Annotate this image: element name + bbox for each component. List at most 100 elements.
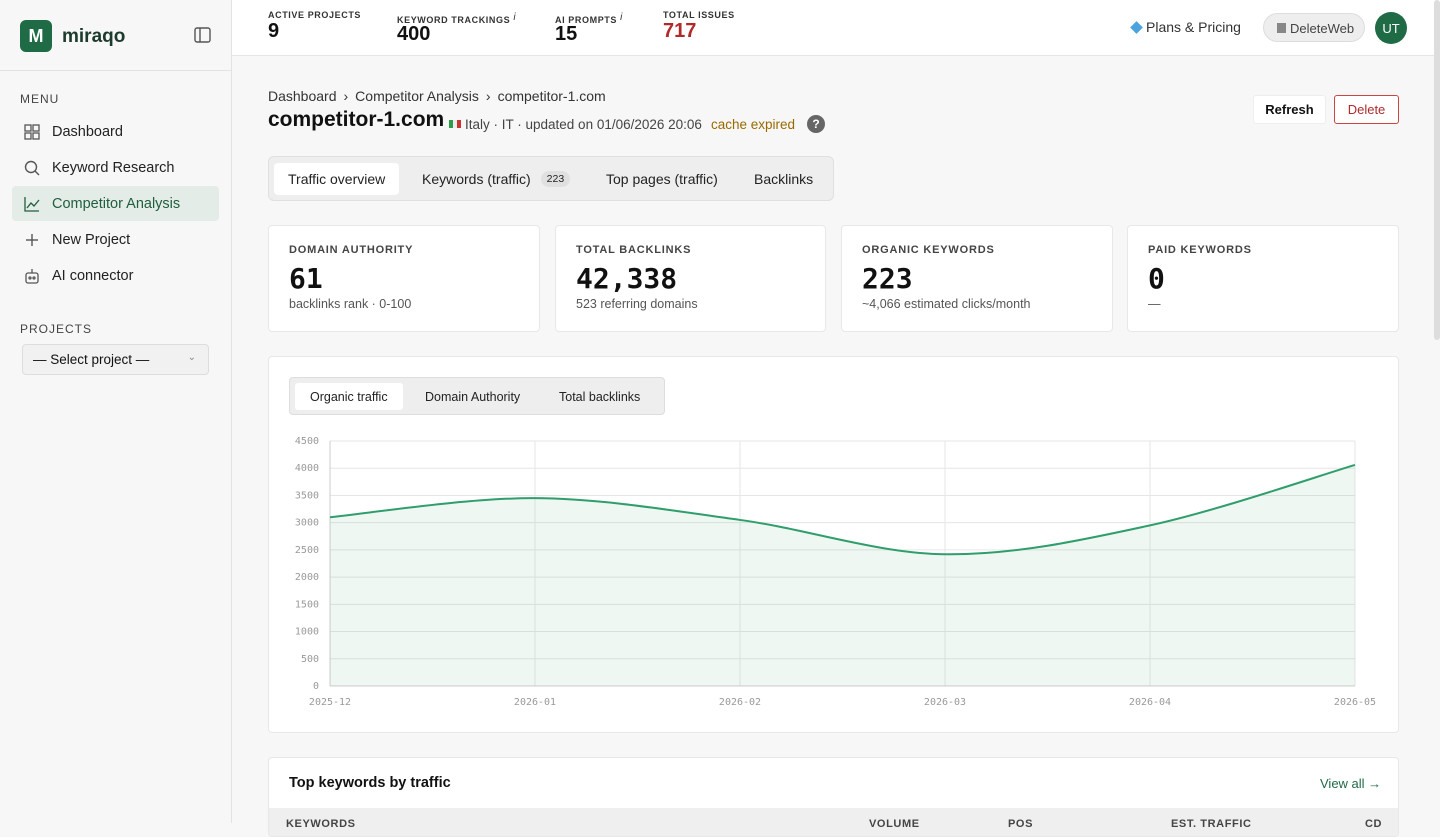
x-tick-label: 2026-03 <box>924 697 966 708</box>
stat-label: ACTIVE PROJECTS <box>268 10 362 20</box>
tab-active[interactable]: Traffic overview <box>274 163 400 195</box>
sidebar: M miraqo MENU Dashboard Keyword Research… <box>0 0 232 823</box>
line <box>329 463 1356 556</box>
tab-bar: Traffic overview Keywords (traffic) 223 T… <box>268 156 834 201</box>
crumb[interactable]: Competitor Analysis <box>355 88 479 104</box>
building-icon <box>1277 23 1286 33</box>
metric-card: DOMAIN AUTHORITY 61 backlinks rank · 0-100 <box>268 225 540 332</box>
y-tick-label: 500 <box>301 654 319 665</box>
tab[interactable]: Top pages (traffic) <box>606 171 718 187</box>
keywords-title: Top keywords by traffic <box>289 775 451 791</box>
collapse-button[interactable] <box>194 27 211 43</box>
stat-hint[interactable]: i <box>513 12 517 23</box>
logo-icon: M <box>20 20 52 52</box>
column-header: CD <box>1365 818 1383 830</box>
crumb[interactable]: Dashboard <box>268 88 337 104</box>
avatar[interactable]: UT <box>1375 12 1407 44</box>
card-value: 42,338 <box>576 262 678 295</box>
scrollbar <box>1434 0 1440 340</box>
area-fill <box>330 464 1355 686</box>
y-tick-label: 1500 <box>295 599 319 610</box>
menu-item[interactable]: New Project <box>12 222 219 257</box>
meta-text: Italy · IT · updated on 01/06/2026 20:06 <box>465 116 702 132</box>
menu-item-active[interactable]: Competitor Analysis <box>12 186 219 221</box>
plans-link[interactable]: Plans & Pricing <box>1130 19 1241 35</box>
chart-tab[interactable]: Domain Authority <box>425 389 521 404</box>
select-arrow: ⌄ <box>187 352 196 363</box>
card-label: PAID KEYWORDS <box>1148 244 1252 256</box>
menu-label: Competitor Analysis <box>52 195 181 212</box>
topbar: ACTIVE PROJECTS 9 KEYWORD TRACKINGS i 400 … <box>232 0 1440 56</box>
delete-button[interactable]: Delete <box>1334 95 1399 124</box>
menu-label: AI connector <box>52 267 134 284</box>
crumb-separator: › <box>485 88 491 104</box>
stat-value: 15 <box>555 23 578 45</box>
help-icon[interactable]: ? <box>807 115 825 133</box>
tab[interactable]: Backlinks <box>754 171 814 187</box>
metric-card: PAID KEYWORDS 0 — <box>1127 225 1399 332</box>
card-label: ORGANIC KEYWORDS <box>862 244 995 256</box>
chart-tab[interactable]: Total backlinks <box>559 389 641 404</box>
metric-card: TOTAL BACKLINKS 42,338 523 referring domai… <box>555 225 826 332</box>
page-meta: Italy · IT · updated on 01/06/2026 20:06… <box>449 115 825 133</box>
refresh-button[interactable]: Refresh <box>1253 95 1326 124</box>
column-header: VOLUME <box>869 818 920 830</box>
plans-label: Plans & Pricing <box>1146 19 1241 35</box>
stat-value: 400 <box>397 23 431 45</box>
keywords-card: Top keywords by traffic View all → KEYWO… <box>268 757 1399 837</box>
stat-label: TOTAL ISSUES <box>663 10 735 20</box>
card-note: ~4,066 estimated clicks/month <box>862 297 1031 311</box>
breadcrumb: Dashboard › Competitor Analysis › competitor… <box>268 88 606 104</box>
x-tick-label: 2025-12 <box>309 697 351 708</box>
column-header: EST. TRAFFIC <box>1171 818 1252 830</box>
workspace-button[interactable]: DeleteWeb <box>1263 13 1365 42</box>
menu-label: New Project <box>52 231 131 248</box>
metric-card: ORGANIC KEYWORDS 223 ~4,066 estimated clic… <box>841 225 1113 332</box>
stat: AI PROMPTS i 15 <box>555 10 623 46</box>
x-tick-label: 2026-04 <box>1129 697 1171 708</box>
flag-icon <box>449 120 461 128</box>
menu-label: Dashboard <box>52 123 123 140</box>
projects-title: PROJECTS <box>20 322 93 336</box>
crumb-separator: › <box>343 88 349 104</box>
y-tick-label: 0 <box>313 681 319 692</box>
stat-hint[interactable]: i <box>620 12 623 23</box>
card-note: backlinks rank · 0-100 <box>289 297 412 311</box>
tab-badge: 223 <box>540 171 571 187</box>
menu-item[interactable]: AI connector <box>12 258 219 293</box>
card-label: TOTAL BACKLINKS <box>576 244 692 256</box>
menu-item[interactable]: Keyword Research <box>12 150 219 185</box>
column-header: POS <box>1008 818 1034 830</box>
crumb: competitor-1.com <box>497 88 606 104</box>
y-tick-label: 3000 <box>295 518 319 529</box>
column-header: KEYWORDS <box>286 818 356 830</box>
x-tick-label: 2026-01 <box>514 697 556 708</box>
card-value: 223 <box>862 262 913 295</box>
stat-label: AI PROMPTS <box>555 15 618 25</box>
stat: TOTAL ISSUES 717 <box>663 10 735 43</box>
y-tick-label: 4500 <box>295 436 319 447</box>
stat-label: KEYWORD TRACKINGS <box>397 15 511 25</box>
logo: miraqo <box>62 26 126 47</box>
workspace-label: DeleteWeb <box>1290 21 1355 36</box>
x-tick-label: 2026-02 <box>719 697 761 708</box>
card-note: 523 referring domains <box>576 297 698 311</box>
stat: KEYWORD TRACKINGS i 400 <box>397 10 516 46</box>
select-label: — Select project — <box>33 352 150 367</box>
chart-tab-active[interactable]: Organic traffic <box>295 383 403 410</box>
card-label: DOMAIN AUTHORITY <box>289 244 414 256</box>
menu-title: MENU <box>20 92 60 106</box>
stat-value: 717 <box>663 20 697 42</box>
y-tick-label: 3500 <box>295 490 319 501</box>
card-value: 61 <box>289 262 323 295</box>
project-select[interactable]: — Select project — ⌄ <box>22 344 209 375</box>
menu-item[interactable]: Dashboard <box>12 114 219 149</box>
card-value: 0 <box>1148 262 1165 295</box>
tab[interactable]: Keywords (traffic) 223 <box>408 163 584 195</box>
menu-label: Keyword Research <box>52 159 175 176</box>
diamond-icon <box>1130 21 1143 34</box>
card-note: — <box>1148 297 1161 311</box>
view-all-link[interactable]: View all → <box>1320 776 1382 791</box>
stat-value: 9 <box>268 20 280 42</box>
